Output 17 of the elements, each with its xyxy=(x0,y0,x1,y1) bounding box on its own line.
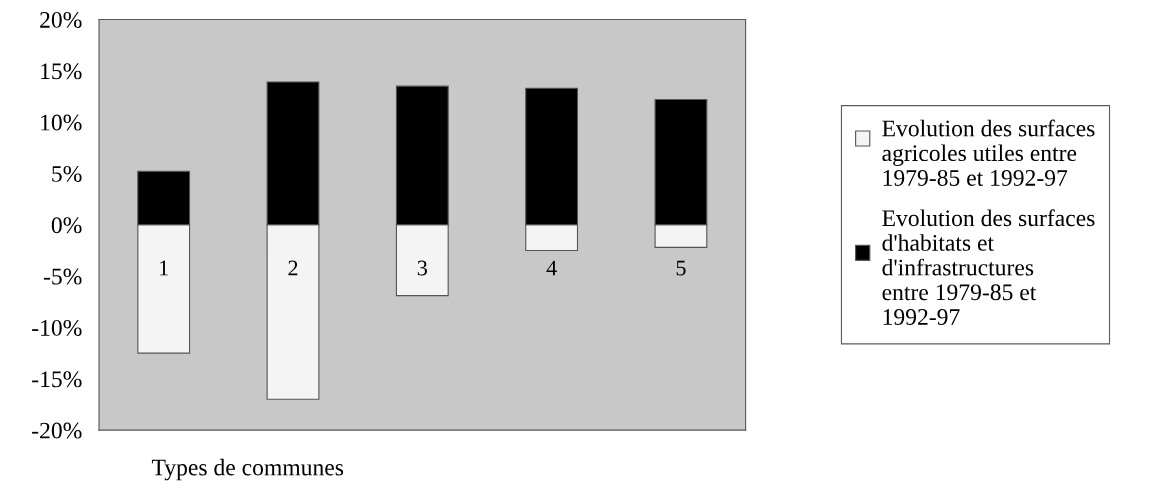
x-tick-label: 1 xyxy=(160,260,168,276)
y-tick-label: 5% xyxy=(52,165,82,182)
x-tick-label: 5 xyxy=(676,260,686,276)
legend-label: Evolution des surfaces agricoles utiles entre 1979-85 et 1992-97 xyxy=(882,119,1095,186)
y-tick-label: 20% xyxy=(40,11,82,28)
y-tick-label: -20% xyxy=(32,422,82,439)
y-tick-label: 10% xyxy=(41,114,82,131)
y-tick-label: -15% xyxy=(32,371,82,388)
y-tick-label: -5% xyxy=(43,268,82,285)
y-tick-label: -10% xyxy=(32,319,82,336)
x-tick-label: 4 xyxy=(546,260,557,276)
x-axis-title: Types de communes xyxy=(151,458,344,481)
x-tick-label: 2 xyxy=(288,260,298,276)
legend-label: Evolution des surfaces d'habitats et d'infrastructures entre 1979-85 et 1992-97 xyxy=(882,209,1095,325)
y-tick-label: 15% xyxy=(41,63,82,80)
y-tick-label: 0% xyxy=(51,217,82,234)
x-tick-label: 3 xyxy=(417,260,427,276)
